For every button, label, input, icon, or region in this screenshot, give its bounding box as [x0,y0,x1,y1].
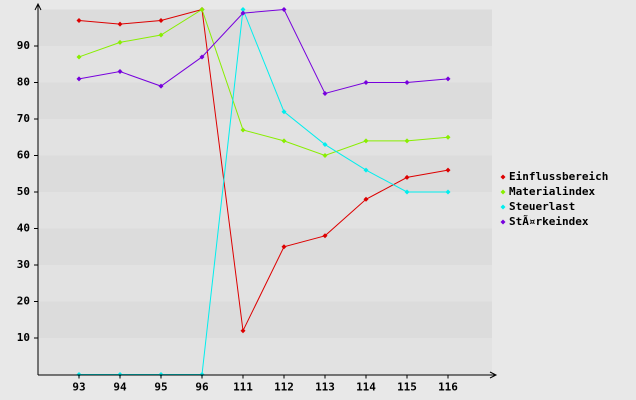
grid-band [38,338,492,375]
series-line [78,8,449,333]
point [281,7,287,12]
point [281,138,287,144]
point [117,39,123,45]
grid-band [38,9,492,46]
point [158,83,164,89]
point [199,7,205,12]
legend-marker [500,174,506,180]
x-tick-label: 95 [154,381,167,394]
y-tick-label: 30 [17,258,30,271]
point [117,69,123,75]
point [363,138,369,144]
point [445,189,451,195]
y-tick-label: 60 [17,149,30,162]
x-tick-label: 96 [195,381,209,394]
y-tick-label: 20 [17,295,30,308]
x-tick-label: 113 [315,381,335,394]
point [240,328,246,334]
point [322,142,328,148]
point [322,233,328,239]
grid-band [38,301,492,338]
y-tick-label: 80 [17,76,30,89]
point [363,167,369,173]
point [281,244,287,250]
point [322,90,328,96]
grid-band [38,265,492,302]
x-tick-label: 112 [274,381,294,394]
x-axis-arrow [489,371,498,379]
legend-label: Steuerlast [509,200,575,213]
legend-label: StÃ¤rkeindex [509,215,589,228]
y-axis-arrow [34,2,42,11]
grid-band [38,82,492,119]
y-tick-label: 90 [17,39,30,52]
point [117,21,123,27]
point [240,7,246,12]
point [158,17,164,23]
point [76,76,82,82]
point [240,10,246,16]
y-tick-label: 40 [17,222,30,235]
point [445,167,451,173]
x-tick-label: 111 [233,381,253,394]
point [158,32,164,38]
point [445,134,451,140]
legend-marker [500,204,506,210]
x-tick-label: 116 [438,381,458,394]
legend-marker [500,189,506,195]
point [363,80,369,85]
point [322,153,328,158]
grid-band [38,119,492,156]
x-tick-label: 94 [113,381,127,394]
y-tick-label: 10 [17,331,30,344]
y-tick-label: 50 [17,185,30,198]
point [76,17,82,23]
point [404,189,410,195]
series-line [78,8,449,157]
x-tick-label: 114 [356,381,376,394]
series-line [78,8,449,95]
point [404,138,410,144]
grid-band [38,228,492,265]
point [404,174,410,180]
point [445,76,451,82]
x-tick-label: 115 [397,381,417,394]
x-tick-label: 93 [72,381,85,394]
point [281,109,287,115]
legend-marker [500,219,506,225]
point [76,54,82,60]
y-tick-label: 70 [17,112,30,125]
point [199,54,205,60]
point [404,80,410,85]
legend-label: Materialindex [509,185,595,198]
grid-band [38,192,492,229]
point [240,127,246,133]
grid-band [38,155,492,192]
point [363,196,369,202]
legend-label: Einflussbereich [509,170,608,183]
